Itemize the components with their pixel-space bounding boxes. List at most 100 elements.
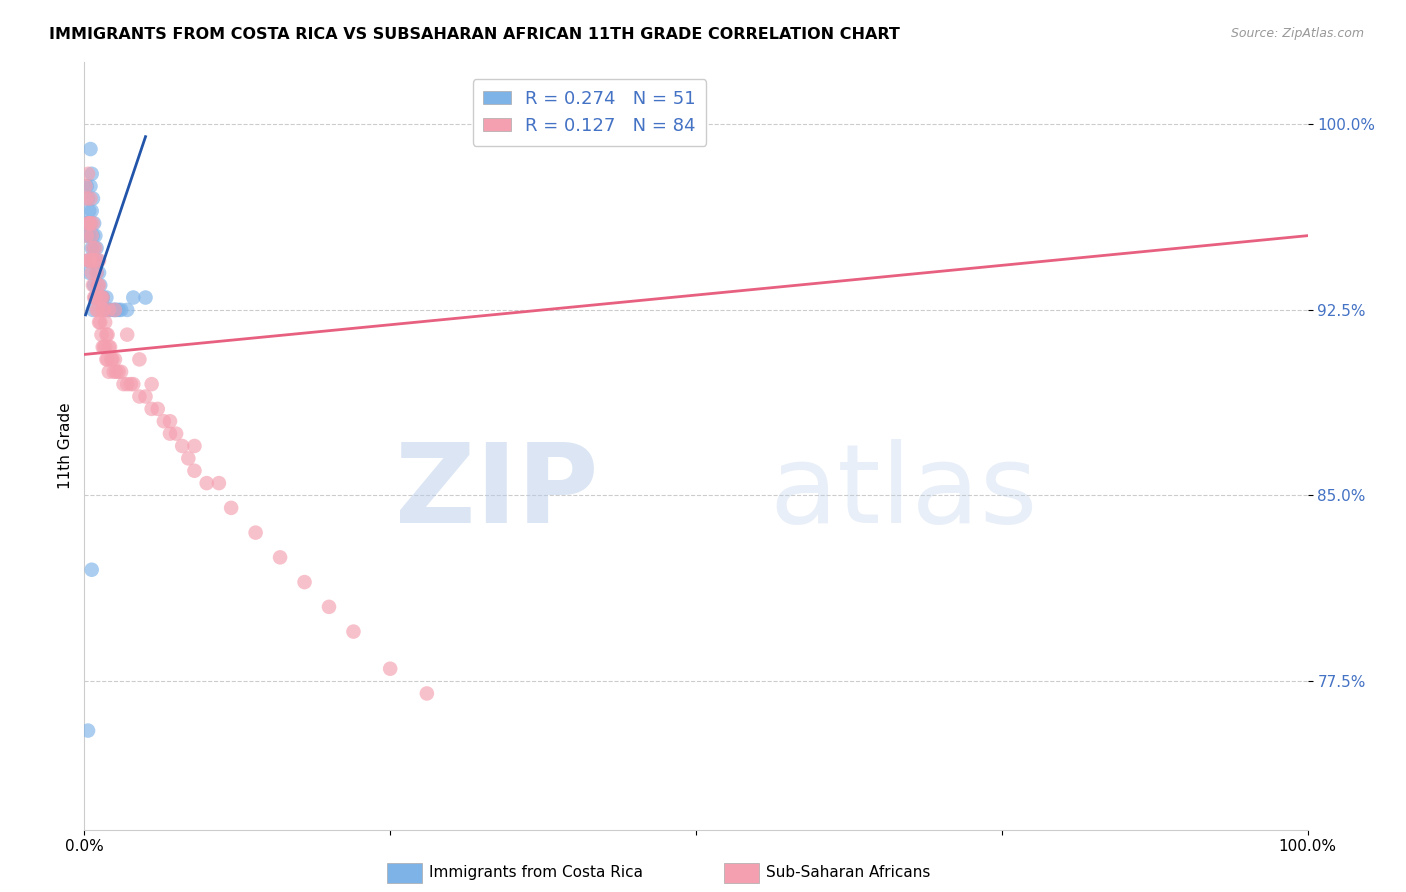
Point — [159, 414, 181, 428]
Point — [84, 291, 107, 305]
Point — [75, 216, 97, 230]
Legend: R = 0.274   N = 51, R = 0.127   N = 84: R = 0.274 N = 51, R = 0.127 N = 84 — [472, 79, 706, 145]
Point — [79, 253, 101, 268]
Point — [82, 302, 104, 317]
Point — [80, 203, 103, 218]
Point — [101, 352, 124, 367]
Point — [91, 302, 114, 317]
Point — [110, 302, 132, 317]
Point — [77, 228, 100, 243]
Point — [93, 302, 115, 317]
Text: Immigrants from Costa Rica: Immigrants from Costa Rica — [429, 865, 643, 880]
Point — [86, 302, 108, 317]
Point — [87, 278, 110, 293]
Point — [83, 291, 105, 305]
Point — [77, 216, 100, 230]
Point — [105, 302, 128, 317]
Point — [86, 266, 108, 280]
Point — [77, 167, 100, 181]
Point — [76, 228, 98, 243]
Point — [90, 291, 112, 305]
Point — [90, 327, 112, 342]
Point — [115, 302, 138, 317]
Text: Sub-Saharan Africans: Sub-Saharan Africans — [766, 865, 931, 880]
Point — [77, 253, 100, 268]
Point — [79, 179, 101, 194]
Point — [135, 390, 157, 404]
Point — [153, 414, 176, 428]
Point — [77, 723, 100, 738]
Point — [107, 302, 129, 317]
Point — [77, 266, 100, 280]
Point — [97, 352, 120, 367]
Point — [107, 365, 129, 379]
Point — [177, 451, 200, 466]
Point — [208, 476, 231, 491]
Point — [98, 340, 121, 354]
Point — [77, 253, 100, 268]
Point — [105, 365, 128, 379]
Point — [75, 179, 97, 194]
Point — [93, 340, 115, 354]
Point — [342, 624, 364, 639]
Point — [76, 228, 98, 243]
Point — [87, 315, 110, 329]
Point — [82, 253, 104, 268]
Point — [183, 439, 205, 453]
Point — [245, 525, 267, 540]
Point — [84, 241, 107, 255]
Point — [87, 253, 110, 268]
Y-axis label: 11th Grade: 11th Grade — [58, 402, 73, 490]
Point — [80, 563, 103, 577]
Point — [115, 377, 138, 392]
Point — [104, 302, 127, 317]
Point — [86, 266, 108, 280]
Point — [294, 575, 316, 590]
Point — [100, 352, 122, 367]
Point — [90, 291, 112, 305]
Point — [97, 302, 120, 317]
Point — [103, 365, 125, 379]
Point — [84, 228, 107, 243]
Point — [97, 302, 120, 317]
Point — [120, 377, 142, 392]
Point — [183, 464, 205, 478]
Text: Source: ZipAtlas.com: Source: ZipAtlas.com — [1230, 27, 1364, 40]
Point — [91, 291, 114, 305]
Point — [146, 401, 169, 416]
Point — [82, 278, 104, 293]
Point — [87, 278, 110, 293]
Point — [87, 253, 110, 268]
Point — [82, 228, 104, 243]
Text: atlas: atlas — [769, 439, 1038, 546]
Point — [91, 340, 114, 354]
Point — [128, 390, 150, 404]
Point — [219, 500, 242, 515]
Point — [77, 253, 100, 268]
Point — [89, 278, 111, 293]
Point — [77, 192, 100, 206]
Point — [80, 167, 103, 181]
Point — [91, 291, 114, 305]
Point — [83, 278, 105, 293]
Point — [172, 439, 194, 453]
Point — [79, 216, 101, 230]
Point — [89, 315, 111, 329]
Point — [89, 291, 111, 305]
Point — [80, 266, 103, 280]
Point — [76, 192, 98, 206]
Point — [82, 216, 104, 230]
Point — [97, 302, 120, 317]
Point — [96, 352, 118, 367]
Point — [94, 302, 117, 317]
Point — [82, 192, 104, 206]
Point — [318, 599, 340, 614]
Point — [104, 302, 127, 317]
Point — [128, 352, 150, 367]
Point — [104, 352, 127, 367]
Point — [159, 426, 181, 441]
Point — [122, 377, 145, 392]
Text: ZIP: ZIP — [395, 439, 598, 546]
Point — [97, 365, 120, 379]
Point — [115, 327, 138, 342]
